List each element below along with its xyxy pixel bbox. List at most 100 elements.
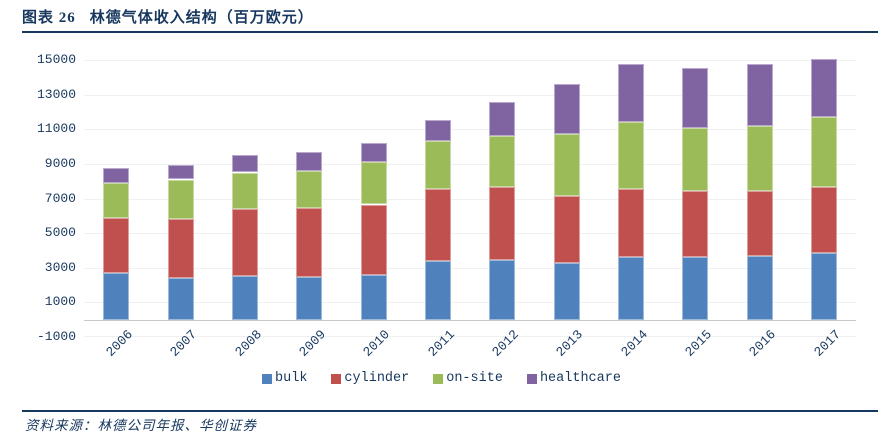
legend-item-bulk: bulk [262, 371, 307, 386]
x-tick-label: 2012 [489, 326, 522, 360]
x-tick-label: 2014 [617, 326, 651, 360]
legend-swatch-icon [262, 373, 273, 384]
bar-segment-2017-bulk [810, 253, 837, 320]
bar-segment-2011-on-site [424, 141, 451, 189]
bar-segment-2010-on-site [360, 162, 387, 205]
bar-segment-2012-bulk [489, 260, 516, 320]
y-tick-label: 7000 [44, 190, 76, 206]
x-tick-label: 2008 [231, 326, 265, 360]
footer-divider [22, 410, 878, 412]
bar-segment-2017-cylinder [810, 187, 837, 253]
source-note: 资料来源：林德公司年报、华创证券 [25, 418, 257, 433]
bar-segment-2007-on-site [167, 179, 194, 220]
legend-label: healthcare [539, 371, 621, 386]
bar-segment-2009-bulk [296, 277, 323, 320]
x-axis-line [84, 320, 856, 321]
y-tick-label: 5000 [44, 225, 76, 241]
bar-segment-2006-bulk [103, 272, 130, 320]
x-tick-label: 2011 [424, 326, 458, 360]
bar-segment-2013-cylinder [553, 195, 580, 263]
bar-segment-2017-on-site [810, 117, 837, 188]
legend-item-healthcare: healthcare [526, 371, 621, 386]
bar-segment-2012-healthcare [489, 102, 516, 137]
y-tick-label: 1000 [44, 294, 76, 310]
legend-swatch-icon [331, 373, 342, 384]
plot-area: -1000 1000 3000 5000 7000 9000 11000 13000 15000… [37, 52, 856, 359]
gridline [84, 129, 856, 130]
gridline [84, 302, 856, 303]
bar-segment-2017-healthcare [810, 59, 837, 118]
bar-segment-2013-on-site [553, 134, 580, 196]
bar-segment-2016-healthcare [746, 64, 773, 126]
x-tick-label: 2017 [810, 326, 844, 360]
bar-segment-2015-bulk [682, 257, 709, 320]
gridline [84, 336, 856, 337]
y-tick-label: 15000 [36, 52, 76, 67]
bar-segment-2006-cylinder [103, 218, 130, 273]
y-tick-label: 11000 [36, 121, 76, 137]
bar-segment-2011-bulk [424, 260, 451, 320]
bar-segment-2016-cylinder [746, 190, 773, 256]
bar-segment-2011-cylinder [424, 189, 451, 261]
x-tick-label: 2013 [553, 326, 587, 360]
bar-segment-2014-on-site [617, 122, 644, 189]
bar-segment-2014-bulk [617, 256, 644, 320]
bar-segment-2016-bulk [746, 255, 773, 320]
legend-label: bulk [275, 371, 308, 386]
x-tick-label: 2009 [296, 326, 329, 360]
gridline [84, 164, 856, 165]
bar-segment-2010-bulk [360, 274, 387, 320]
bar-segment-2008-on-site [231, 172, 258, 209]
bar-segment-2009-healthcare [296, 151, 323, 171]
x-tick-label: 2006 [103, 326, 136, 360]
bar-segment-2008-cylinder [231, 208, 258, 277]
bar-segment-2010-cylinder [360, 204, 387, 275]
bar-segment-2007-cylinder [167, 219, 194, 279]
bar-segment-2009-cylinder [296, 208, 323, 278]
x-tick-label: 2015 [682, 326, 715, 360]
y-tick-label: 3000 [44, 259, 76, 275]
x-tick-label: 2016 [746, 326, 780, 360]
y-tick-label: 9000 [44, 155, 76, 171]
y-tick-label: 13000 [36, 86, 76, 102]
bar-segment-2013-healthcare [553, 84, 580, 135]
gridline [84, 60, 856, 61]
legend-swatch-icon [433, 373, 444, 384]
bar-segment-2012-on-site [489, 136, 516, 188]
bar-segment-2008-bulk [231, 276, 258, 320]
bar-segment-2012-cylinder [489, 187, 516, 260]
gridline [84, 199, 856, 200]
bar-segment-2011-healthcare [424, 119, 451, 142]
legend-label: on-site [446, 371, 503, 386]
bar-segment-2006-healthcare [103, 168, 130, 183]
gridline [84, 95, 856, 96]
gridline [84, 268, 856, 269]
bar-segment-2015-on-site [682, 128, 709, 191]
bar-segment-2014-healthcare [617, 63, 644, 123]
bar-segment-2010-healthcare [360, 143, 387, 163]
legend-item-cylinder: cylinder [331, 371, 409, 386]
bar-segment-2007-healthcare [167, 164, 194, 180]
bar-segment-2016-on-site [746, 125, 773, 191]
bar-segment-2009-on-site [296, 170, 323, 208]
bar-segment-2008-healthcare [231, 155, 258, 173]
figure-title-text: 林德气体收入结构（百万欧元） [89, 10, 314, 26]
legend-swatch-icon [526, 373, 537, 384]
gridline [84, 233, 856, 234]
page-title: 图表 26 林德气体收入结构（百万欧元） [22, 6, 314, 27]
bar-segment-2007-bulk [167, 278, 194, 320]
x-tick-label: 2007 [167, 326, 201, 360]
y-tick-label: -1000 [36, 329, 76, 344]
bar-segment-2013-bulk [553, 262, 580, 320]
bar-segment-2015-healthcare [682, 67, 709, 129]
legend-item-on-site: on-site [433, 371, 503, 386]
legend-label: cylinder [344, 371, 410, 386]
chart-legend: bulk cylinder on-site healthcare [0, 371, 883, 386]
bar-segment-2015-cylinder [682, 190, 709, 258]
title-divider [22, 31, 878, 33]
figure-number-label: 图表 26 [22, 10, 76, 26]
bar-segment-2006-on-site [103, 182, 130, 219]
bar-segment-2014-cylinder [617, 189, 644, 257]
